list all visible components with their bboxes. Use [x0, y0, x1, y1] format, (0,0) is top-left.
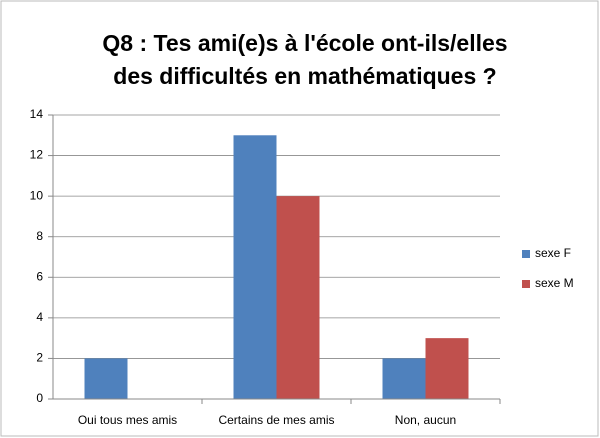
- bar: [425, 338, 469, 399]
- legend-swatch: [522, 280, 530, 288]
- legend-label: sexe M: [535, 276, 574, 290]
- chart-title: des difficultés en mathématiques ?: [113, 63, 496, 89]
- x-tick-label: Non, aucun: [395, 413, 456, 427]
- x-tick-label: Oui tous mes amis: [78, 413, 177, 427]
- y-tick-label: 2: [36, 351, 43, 365]
- legend-label: sexe F: [535, 246, 571, 260]
- y-tick-label: 10: [30, 188, 44, 202]
- bar: [276, 196, 320, 399]
- bar: [233, 135, 277, 400]
- legend-swatch: [522, 250, 530, 258]
- chart-title: Q8 : Tes ami(e)s à l'école ont-ils/elles: [102, 30, 507, 56]
- y-tick-label: 8: [36, 229, 43, 243]
- y-tick-label: 14: [30, 107, 44, 121]
- bar: [382, 358, 426, 399]
- bar: [84, 358, 128, 399]
- y-tick-label: 6: [36, 269, 43, 283]
- y-tick-label: 0: [36, 391, 43, 405]
- y-tick-label: 4: [36, 310, 43, 324]
- y-tick-label: 12: [30, 148, 44, 162]
- x-tick-label: Certains de mes amis: [218, 413, 334, 427]
